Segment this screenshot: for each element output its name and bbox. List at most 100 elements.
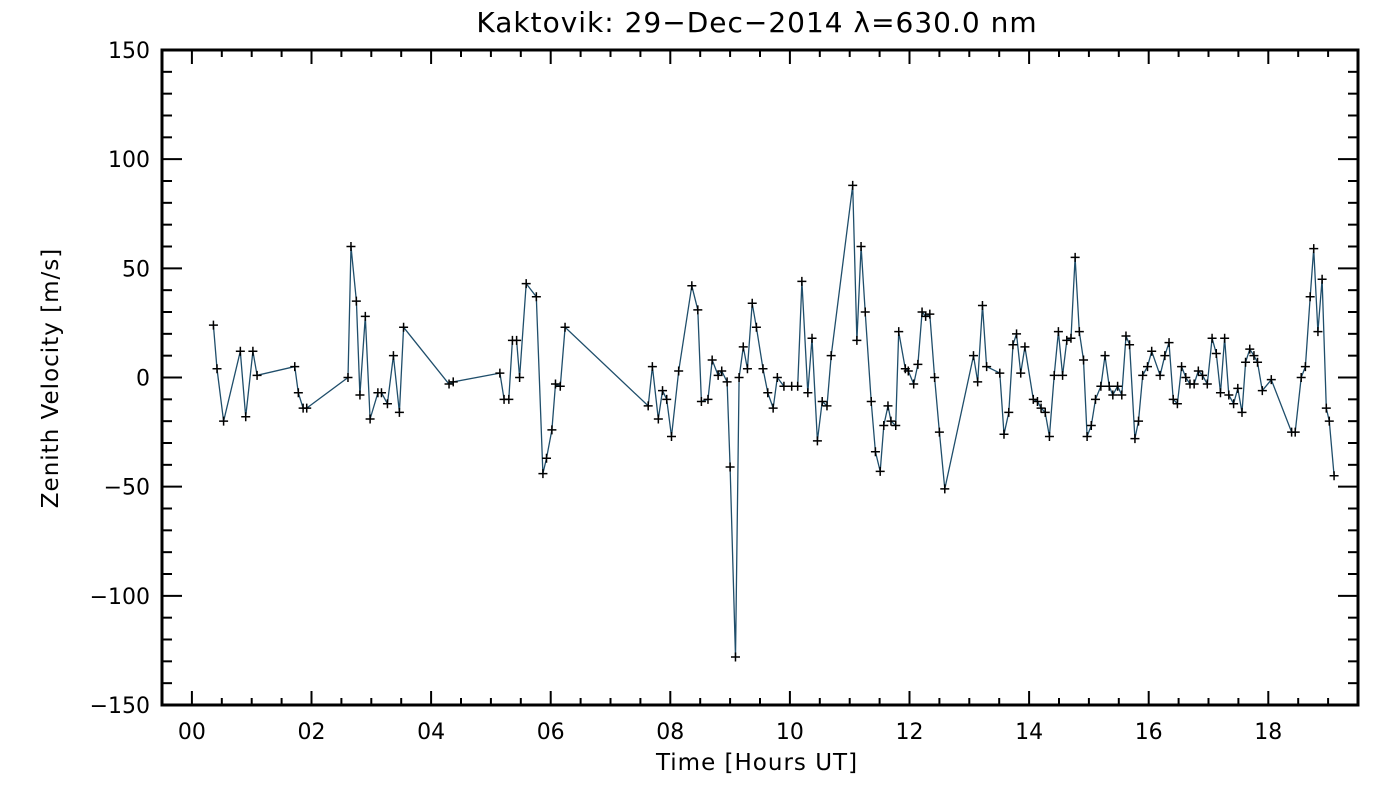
- data-point: [560, 322, 570, 332]
- data-point: [1016, 368, 1026, 378]
- y-tick-label: 0: [136, 367, 150, 392]
- data-point: [355, 390, 365, 400]
- data-point: [1070, 252, 1080, 262]
- data-point: [742, 364, 752, 374]
- data-point: [999, 429, 1009, 439]
- data-point: [856, 242, 866, 251]
- data-point: [812, 436, 822, 446]
- data-point: [1324, 416, 1334, 426]
- data-point: [653, 414, 663, 424]
- data-point: [212, 364, 222, 374]
- data-point: [826, 351, 836, 361]
- data-point: [693, 305, 703, 315]
- data-point: [934, 427, 944, 437]
- data-point: [758, 364, 768, 374]
- data-point: [1317, 274, 1327, 284]
- data-point: [925, 309, 935, 319]
- y-tick-label: −50: [104, 476, 150, 501]
- y-tick-label: −150: [90, 694, 150, 719]
- data-point: [866, 397, 876, 407]
- data-point: [913, 359, 923, 369]
- data-point: [1181, 373, 1191, 382]
- data-point: [1058, 370, 1068, 380]
- data-point: [1096, 381, 1106, 391]
- data-point: [658, 386, 668, 396]
- data-point: [1117, 390, 1127, 400]
- data-point: [235, 346, 245, 356]
- data-point: [382, 399, 392, 409]
- data-point: [707, 355, 717, 365]
- data-point: [662, 394, 672, 404]
- data-point: [909, 379, 919, 389]
- data-point: [1108, 390, 1118, 400]
- data-point: [734, 373, 744, 382]
- data-point: [860, 307, 870, 317]
- data-point: [1220, 333, 1230, 343]
- data-point: [1241, 357, 1251, 367]
- y-tick-label: 50: [122, 257, 150, 282]
- data-point: [875, 466, 885, 476]
- data-point: [763, 388, 773, 398]
- data-point: [365, 414, 375, 424]
- data-point: [542, 453, 552, 463]
- data-point: [241, 412, 251, 422]
- data-point: [903, 366, 913, 376]
- data-point: [1249, 351, 1259, 361]
- x-tick-label: 00: [178, 720, 206, 745]
- data-point: [1229, 399, 1239, 409]
- x-tick-label: 12: [896, 720, 924, 745]
- data-point: [768, 403, 778, 413]
- data-point: [208, 320, 218, 330]
- data-point: [982, 362, 992, 372]
- data-point: [1086, 421, 1096, 431]
- data-point: [1321, 403, 1331, 413]
- data-point: [1028, 394, 1038, 404]
- data-point: [1104, 381, 1114, 391]
- x-tick-label: 08: [656, 720, 684, 745]
- data-point: [1224, 390, 1234, 400]
- data-point: [515, 373, 525, 382]
- data-point: [1100, 351, 1110, 361]
- data-point: [779, 381, 789, 391]
- data-point: [1245, 344, 1255, 354]
- x-axis-ticks: [190, 50, 1330, 705]
- y-tick-label: −100: [90, 585, 150, 610]
- series-markers: [208, 180, 1339, 662]
- data-point: [394, 407, 404, 417]
- data-point: [1008, 340, 1018, 350]
- x-axis-tick-labels: 00 02 04 06 08 10 12 14 16 18: [178, 720, 1282, 745]
- y-tick-label: 100: [108, 148, 150, 173]
- x-tick-label: 02: [298, 720, 326, 745]
- data-point: [399, 322, 409, 332]
- data-point: [883, 401, 893, 411]
- data-point: [807, 333, 817, 343]
- data-point: [448, 377, 458, 387]
- data-point: [940, 484, 950, 494]
- data-point: [643, 401, 653, 411]
- data-point: [555, 381, 565, 391]
- data-point: [1036, 403, 1046, 413]
- data-point: [1155, 370, 1165, 380]
- data-point: [252, 370, 262, 380]
- data-point: [1313, 327, 1323, 337]
- data-point: [891, 421, 901, 431]
- data-point: [1032, 397, 1042, 407]
- data-point: [1172, 399, 1182, 409]
- data-point: [550, 379, 560, 389]
- data-point: [730, 652, 740, 662]
- data-point: [444, 379, 454, 389]
- data-point: [1113, 381, 1123, 391]
- data-point: [388, 351, 398, 361]
- data-point: [290, 362, 300, 372]
- data-point: [1300, 362, 1310, 372]
- series-line: [212, 185, 1335, 658]
- data-point: [1257, 386, 1267, 396]
- x-tick-label: 16: [1135, 720, 1163, 745]
- data-point: [1138, 370, 1148, 380]
- data-point: [1253, 357, 1263, 367]
- data-point: [376, 388, 386, 398]
- data-point: [1040, 407, 1050, 417]
- data-point: [1160, 351, 1170, 361]
- data-point: [293, 388, 303, 398]
